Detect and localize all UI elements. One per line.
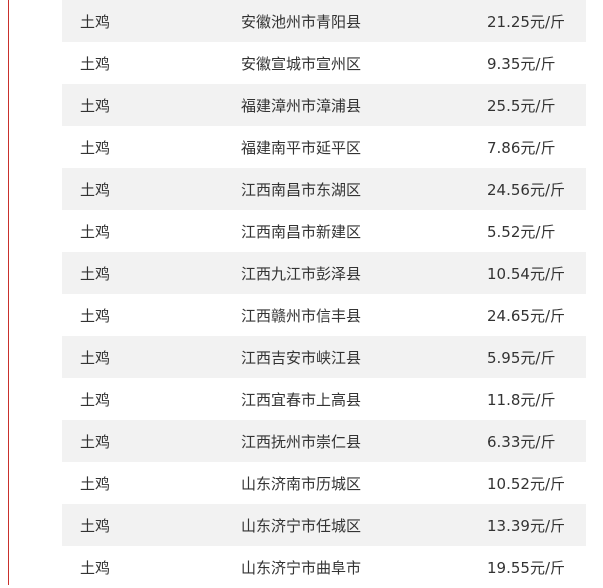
price: 19.55元/斤 <box>487 558 565 577</box>
table-row: 土鸡 江西吉安市峡江县 5.95元/斤 <box>62 336 586 378</box>
price-table: 土鸡 安徽池州市青阳县 21.25元/斤 土鸡 安徽宣城市宣州区 9.35元/斤 土鸡 福建漳… <box>62 0 586 588</box>
product-name: 土鸡 <box>80 558 111 577</box>
table-row: 土鸡 江西南昌市新建区 5.52元/斤 <box>62 210 586 252</box>
location: 江西南昌市东湖区 <box>241 180 362 199</box>
table-row: 土鸡 安徽宣城市宣州区 9.35元/斤 <box>62 42 586 84</box>
location: 福建漳州市漳浦县 <box>241 96 362 115</box>
price: 24.65元/斤 <box>487 306 565 325</box>
product-name: 土鸡 <box>80 54 111 73</box>
product-name: 土鸡 <box>80 96 111 115</box>
price: 11.8元/斤 <box>487 390 556 409</box>
table-row: 土鸡 江西赣州市信丰县 24.65元/斤 <box>62 294 586 336</box>
table-row: 土鸡 福建南平市延平区 7.86元/斤 <box>62 126 586 168</box>
product-name: 土鸡 <box>80 432 111 451</box>
table-row: 土鸡 山东济宁市任城区 13.39元/斤 <box>62 504 586 546</box>
table-row: 土鸡 山东济宁市曲阜市 19.55元/斤 <box>62 546 586 588</box>
price: 21.25元/斤 <box>487 12 565 31</box>
table-row: 土鸡 安徽池州市青阳县 21.25元/斤 <box>62 0 586 42</box>
product-name: 土鸡 <box>80 390 111 409</box>
location: 江西九江市彭泽县 <box>241 264 362 283</box>
location: 江西赣州市信丰县 <box>241 306 362 325</box>
price: 9.35元/斤 <box>487 54 556 73</box>
left-border-line <box>8 0 9 585</box>
price: 5.95元/斤 <box>487 348 556 367</box>
table-row: 土鸡 江西南昌市东湖区 24.56元/斤 <box>62 168 586 210</box>
table-row: 土鸡 山东济南市历城区 10.52元/斤 <box>62 462 586 504</box>
table-row: 土鸡 江西抚州市崇仁县 6.33元/斤 <box>62 420 586 462</box>
location: 江西吉安市峡江县 <box>241 348 362 367</box>
price: 10.54元/斤 <box>487 264 565 283</box>
location: 福建南平市延平区 <box>241 138 362 157</box>
price: 7.86元/斤 <box>487 138 556 157</box>
product-name: 土鸡 <box>80 348 111 367</box>
price: 6.33元/斤 <box>487 432 556 451</box>
location: 江西宜春市上高县 <box>241 390 362 409</box>
location: 山东济宁市曲阜市 <box>241 558 362 577</box>
price: 13.39元/斤 <box>487 516 565 535</box>
product-name: 土鸡 <box>80 306 111 325</box>
price: 24.56元/斤 <box>487 180 565 199</box>
price: 10.52元/斤 <box>487 474 565 493</box>
product-name: 土鸡 <box>80 12 111 31</box>
price: 5.52元/斤 <box>487 222 556 241</box>
table-row: 土鸡 江西九江市彭泽县 10.54元/斤 <box>62 252 586 294</box>
location: 安徽池州市青阳县 <box>241 12 362 31</box>
product-name: 土鸡 <box>80 474 111 493</box>
location: 江西抚州市崇仁县 <box>241 432 362 451</box>
product-name: 土鸡 <box>80 180 111 199</box>
table-row: 土鸡 福建漳州市漳浦县 25.5元/斤 <box>62 84 586 126</box>
product-name: 土鸡 <box>80 138 111 157</box>
location: 山东济宁市任城区 <box>241 516 362 535</box>
table-row: 土鸡 江西宜春市上高县 11.8元/斤 <box>62 378 586 420</box>
product-name: 土鸡 <box>80 516 111 535</box>
product-name: 土鸡 <box>80 222 111 241</box>
location: 江西南昌市新建区 <box>241 222 362 241</box>
price: 25.5元/斤 <box>487 96 556 115</box>
product-name: 土鸡 <box>80 264 111 283</box>
location: 山东济南市历城区 <box>241 474 362 493</box>
location: 安徽宣城市宣州区 <box>241 54 362 73</box>
